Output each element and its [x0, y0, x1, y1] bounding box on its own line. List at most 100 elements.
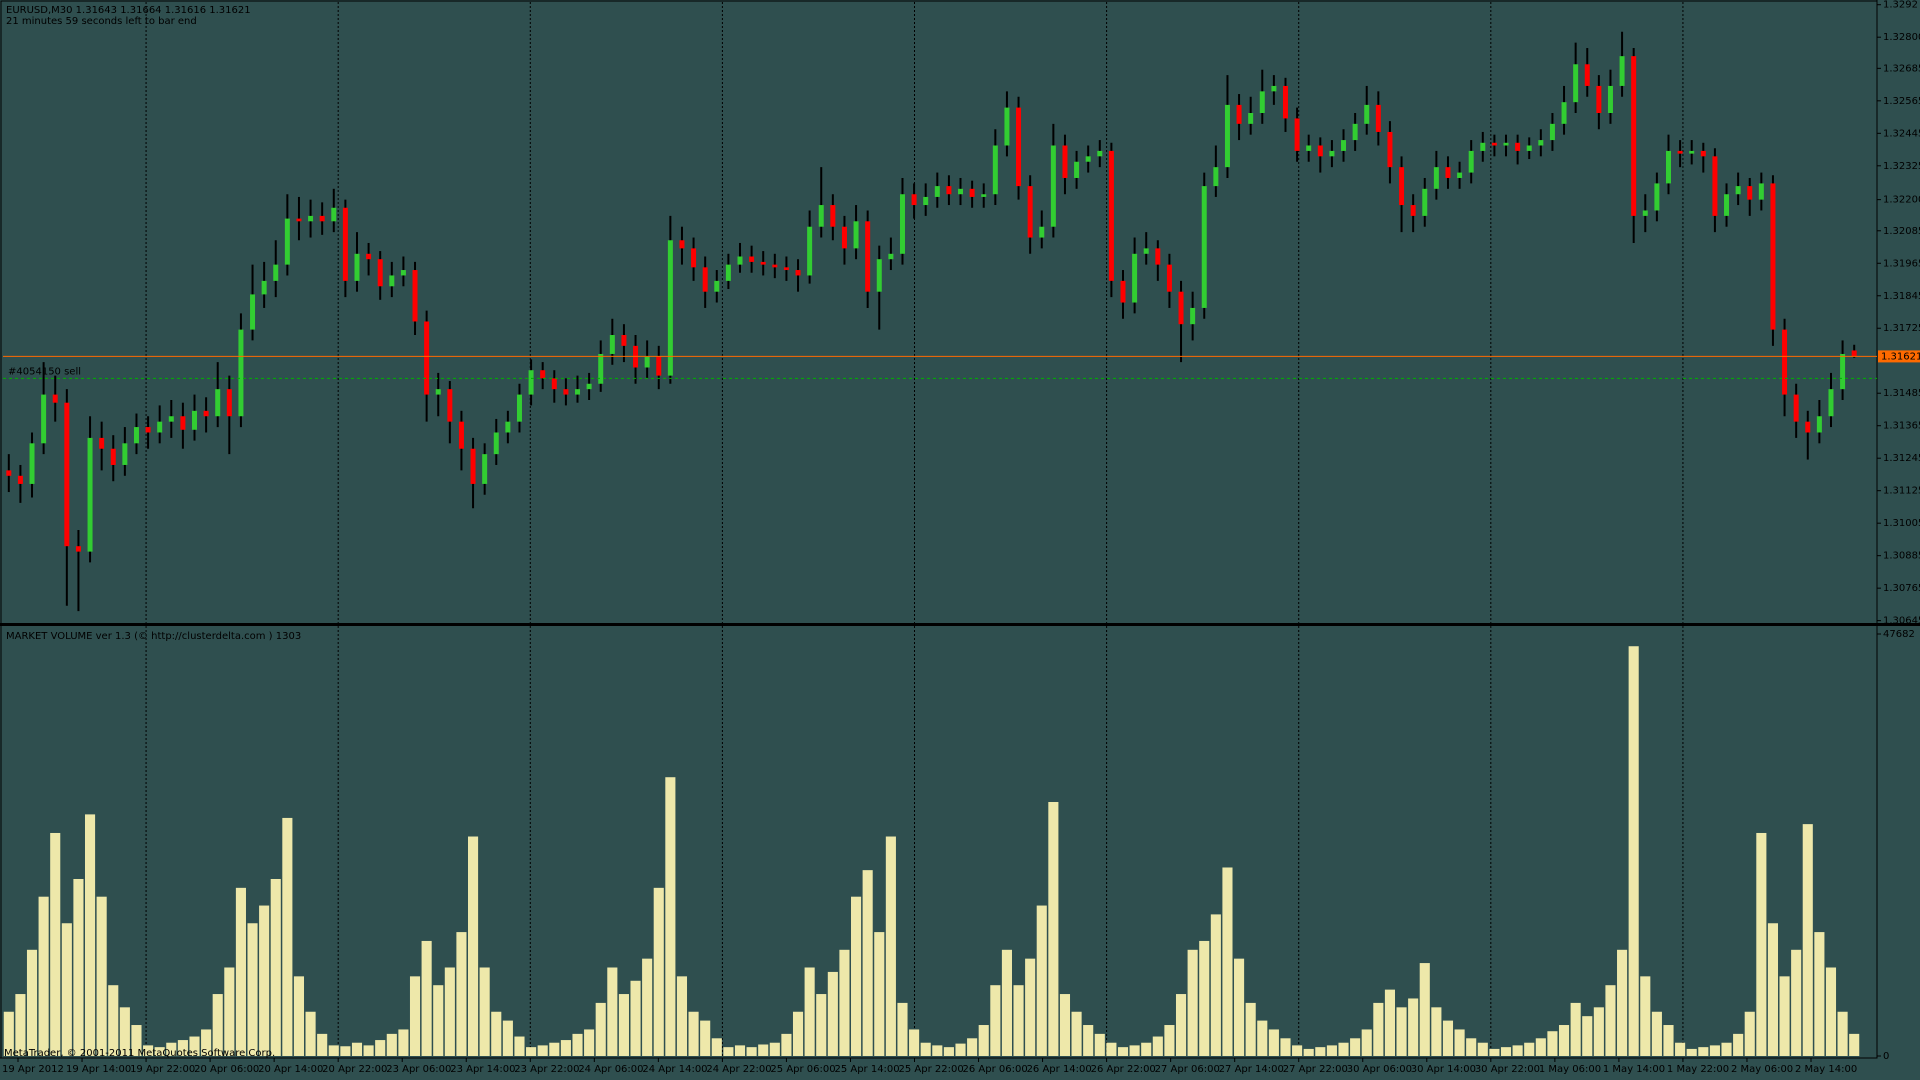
candle-body — [1306, 145, 1312, 151]
x-tick-label: 30 Apr 06:00 — [1347, 1064, 1412, 1075]
candle-body — [215, 389, 221, 417]
volume-bar — [827, 971, 838, 1056]
volume-bar — [897, 1002, 908, 1056]
candle-body — [238, 329, 244, 417]
indicator-title: MARKET VOLUME ver 1.3 (© http://clusterd… — [6, 631, 301, 642]
volume-bar — [967, 1038, 978, 1056]
candle-body — [1166, 264, 1172, 292]
frame — [0, 0, 1878, 1059]
y-tick-label: 1.31245 — [1883, 453, 1920, 464]
x-tick-label: 19 Apr 14:00 — [66, 1064, 131, 1075]
x-tick-label: 24 Apr 06:00 — [578, 1064, 643, 1075]
volume-bar — [15, 994, 26, 1056]
candle-body — [1039, 226, 1045, 238]
volume-bar — [456, 932, 467, 1056]
volume-bar — [839, 949, 850, 1056]
volume-bar — [630, 980, 641, 1056]
candle-body — [528, 370, 534, 395]
candle-body — [1642, 210, 1648, 216]
current-price-box — [1878, 350, 1920, 363]
candle-body — [1108, 150, 1114, 281]
candle-body — [1851, 350, 1857, 357]
candle-body — [99, 437, 105, 449]
volume-bar — [1083, 1025, 1094, 1056]
volume-bar — [189, 1036, 200, 1056]
y-tick-label: 1.30645 — [1883, 616, 1920, 627]
candle-body — [934, 186, 940, 197]
candle-body — [122, 443, 128, 465]
volume-bar — [1280, 1038, 1291, 1056]
candle-body — [1375, 104, 1381, 132]
volume-bar — [1036, 905, 1047, 1056]
volume-bar — [1071, 1011, 1082, 1056]
volume-bar — [885, 836, 896, 1056]
volume-bar — [1384, 989, 1395, 1056]
panel-separator — [0, 623, 1920, 626]
candle-body — [1561, 102, 1567, 124]
volume-bar — [1582, 1016, 1593, 1056]
volume-bar — [1199, 940, 1210, 1056]
volume-bar — [758, 1044, 769, 1056]
volume-bar — [282, 817, 293, 1056]
volume-bar — [1709, 1045, 1720, 1056]
volume-bar — [514, 1036, 525, 1056]
candle-body — [656, 356, 662, 376]
volume-bar — [1350, 1038, 1361, 1056]
y-tick-label: 1.32445 — [1883, 128, 1920, 139]
volume-bar — [96, 896, 107, 1056]
candle-body — [1491, 142, 1497, 146]
x-tick-label: 24 Apr 22:00 — [706, 1064, 771, 1075]
candle-body — [273, 264, 279, 281]
candle-body — [1689, 150, 1695, 154]
candle-body — [1805, 421, 1811, 433]
y-tick-label: 1.32565 — [1883, 96, 1920, 107]
candle-body — [911, 194, 917, 206]
candle-body — [133, 427, 139, 444]
candle-body — [598, 353, 604, 384]
candle-body — [17, 475, 23, 484]
y-tick-label: 1.32325 — [1883, 161, 1920, 172]
x-tick-label: 20 Apr 06:00 — [194, 1064, 259, 1075]
candle-body — [969, 188, 975, 197]
volume-bar — [166, 1042, 177, 1056]
y-tick-label: 1.31965 — [1883, 258, 1920, 269]
volume-bar — [317, 1033, 328, 1056]
y-tick-label: 1.31125 — [1883, 486, 1920, 497]
candle-body — [1747, 186, 1753, 200]
candle-body — [1433, 167, 1439, 189]
volume-bar — [1210, 914, 1221, 1056]
candle-body — [1457, 172, 1463, 178]
volume-bar — [224, 967, 235, 1056]
candle-body — [1062, 145, 1068, 178]
volume-bar — [723, 1047, 734, 1056]
volume-bar — [1396, 1007, 1407, 1056]
candle-body — [783, 267, 789, 271]
x-tick-label: 27 Apr 22:00 — [1283, 1064, 1348, 1075]
candle-body — [1329, 150, 1335, 157]
candle-body — [203, 410, 209, 417]
volume-bar — [584, 1029, 595, 1056]
candle-body — [331, 207, 337, 222]
volume-bar — [1663, 1025, 1674, 1056]
volume-bar — [1454, 1029, 1465, 1056]
volume-bar — [386, 1033, 397, 1056]
candle-body — [1178, 291, 1184, 325]
volume-bar — [851, 896, 862, 1056]
volume-bar — [1094, 1033, 1105, 1056]
volume-bar — [1164, 1025, 1175, 1056]
candle-body — [1445, 167, 1451, 178]
y-tick-label: 1.30765 — [1883, 583, 1920, 594]
volume-bar — [502, 1020, 513, 1056]
x-tick-label: 1 May 14:00 — [1603, 1064, 1665, 1075]
candle-body — [540, 370, 546, 379]
candle-body — [865, 221, 871, 292]
volume-bar — [293, 976, 305, 1056]
y-tick-label: 1.32685 — [1883, 63, 1920, 74]
volume-bar — [711, 1038, 722, 1056]
volume-bar — [50, 832, 61, 1056]
volume-bar — [177, 1040, 188, 1056]
volume-bar — [1570, 1002, 1581, 1056]
volume-bar — [305, 1011, 316, 1056]
candle-body — [1294, 118, 1300, 151]
x-tick-label: 25 Apr 14:00 — [834, 1064, 899, 1075]
